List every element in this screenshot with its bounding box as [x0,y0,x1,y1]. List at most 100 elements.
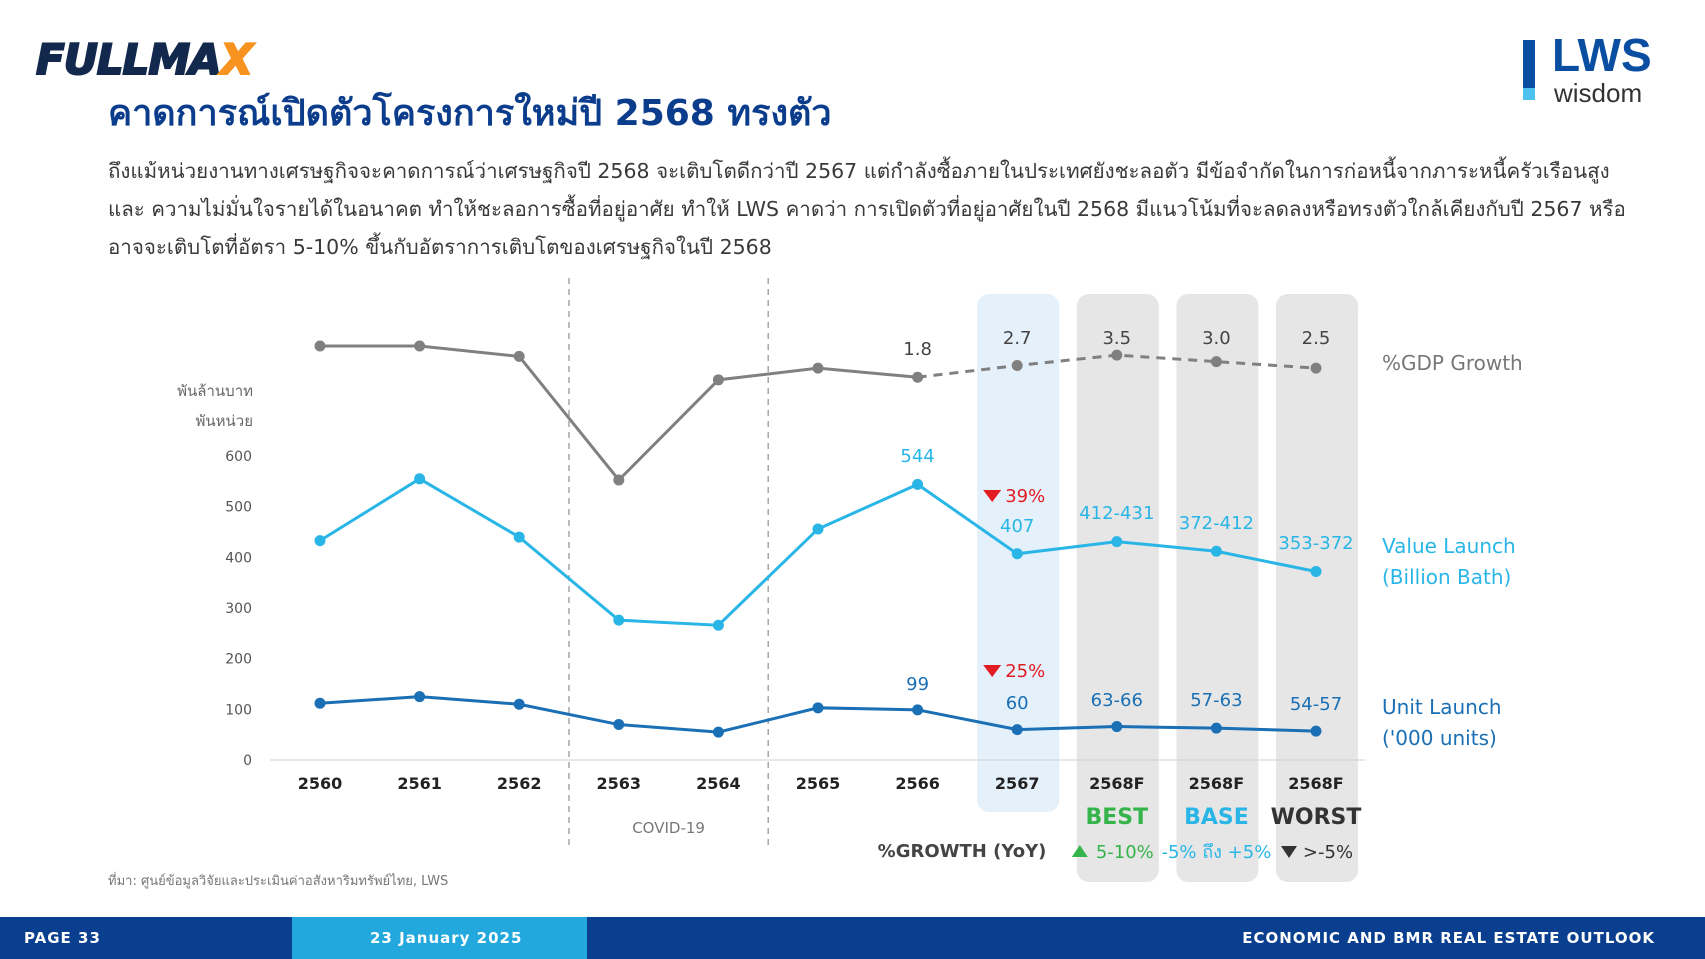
gdp-data-label: 3.0 [1202,328,1231,349]
page-title: คาดการณ์เปิดตัวโครงการใหม่ปี 2568 ทรงตัว [108,93,832,134]
value-point [1310,566,1322,578]
growth-title: %GROWTH (YoY) [878,841,1047,862]
gdp-point [414,340,426,352]
x-tick-label: 2561 [397,774,442,793]
growth-down-triangle-icon [1281,846,1297,858]
gdp-point [513,350,525,362]
y-axis-unit-baht: พันล้านบาท [177,382,253,400]
unit-point [912,704,924,716]
value-series-label: Value Launch [1382,534,1516,558]
gdp-point [812,362,824,374]
unit-point [1210,722,1222,734]
gdp-series-label: %GDP Growth [1382,351,1523,375]
lws-logo-bar-accent [1523,88,1535,100]
unit-point [513,698,525,710]
value-point [414,473,426,485]
unit-decline-label: 25% [1005,661,1045,682]
lws-logo-subtext: wisdom [1554,78,1643,108]
intro-line-3: อาจจะเติบโตที่อัตรา 5-10% ขึ้นกับอัตรากา… [108,235,772,259]
intro-line-1: ถึงแม้หน่วยงานทางเศรษฐกิจจะคาดการณ์ว่าเศ… [108,159,1610,183]
growth-value-base: -5% ถึง +5% [1161,842,1271,863]
y-tick-label: 400 [225,550,252,566]
gdp-point [314,340,326,352]
gdp-data-label: 2.5 [1302,328,1331,349]
gdp-data-label: 2.7 [1003,328,1032,349]
fullmax-logo: FULLMAX [35,35,254,84]
unit-data-label: 63-66 [1091,690,1143,711]
value-point [613,614,625,626]
covid-label: COVID-19 [632,819,705,837]
unit-data-label: 57-63 [1190,690,1242,711]
growth-value-best: 5-10% [1096,842,1154,863]
footer-date-block: 23 January 2025 [292,917,587,959]
growth-value-worst: >-5% [1303,842,1353,863]
unit-decline-triangle-icon [983,665,1002,677]
value-point [1111,536,1123,548]
gdp-point [1310,362,1322,374]
y-tick-label: 0 [243,753,252,769]
intro-line-2: และ ความไม่มั่นใจรายได้ในอนาคต ทำให้ชะลอ… [108,197,1626,221]
gdp-data-label: 1.8 [903,339,932,360]
footer-date: 23 January 2025 [370,929,523,947]
lws-logo-bar [1523,40,1535,100]
source-note: ที่มา: ศูนย์ข้อมูลวิจัยและประเมินค่าอสัง… [108,874,449,889]
unit-point [812,702,824,714]
scenario-label-base: BASE [1184,805,1249,830]
gdp-point [712,374,724,386]
scenario-panel-base [1176,294,1259,882]
x-tick-label: 2565 [796,774,841,793]
lws-logo-text: LWS [1552,29,1652,81]
unit-line [319,695,1317,734]
x-tick-label: 2564 [696,774,741,793]
x-tick-label: 2568F [1089,774,1144,793]
gdp-point [912,371,924,383]
growth-up-triangle-icon [1071,845,1088,857]
value-data-label: 544 [900,446,934,467]
x-tick-label: 2568F [1189,774,1244,793]
unit-data-label: 60 [1006,693,1029,714]
gdp-point [1111,349,1123,361]
x-tick-label: 2563 [597,774,642,793]
fullmax-logo-x: X [220,35,254,84]
unit-data-label: 99 [906,674,929,695]
gdp-data-label: 3.5 [1102,328,1131,349]
value-point [812,523,824,535]
scenario-label-worst: WORST [1271,805,1362,830]
value-point [314,535,326,547]
y-axis-unit-units: พันหน่วย [196,412,254,430]
footer-report-block: ECONOMIC AND BMR REAL ESTATE OUTLOOK [587,917,1705,959]
value-data-label: 353-372 [1278,533,1353,554]
footer-page: PAGE 33 [24,929,101,947]
footer-page-block: PAGE 33 [0,917,292,959]
footer-bar: PAGE 33 23 January 2025 ECONOMIC AND BMR… [0,917,1705,959]
value-series-label: (Billion Bath) [1382,565,1511,589]
y-tick-label: 500 [225,500,252,516]
x-tick-label: 2562 [497,774,542,793]
value-point [1210,545,1222,557]
unit-series-label: Unit Launch [1382,695,1502,719]
value-line [319,477,1317,627]
value-decline-triangle-icon [983,490,1002,502]
footer-report: ECONOMIC AND BMR REAL ESTATE OUTLOOK [1242,929,1655,947]
gdp-point [1210,356,1222,368]
unit-data-label: 54-57 [1290,694,1342,715]
unit-series-label: ('000 units) [1382,726,1497,750]
x-tick-label: 2568F [1288,774,1343,793]
value-point [1011,548,1023,560]
y-tick-label: 300 [225,601,252,617]
x-tick-label: 2560 [298,774,343,793]
value-point [912,478,924,490]
intro-paragraph: ถึงแม้หน่วยงานทางเศรษฐกิจจะคาดการณ์ว่าเศ… [108,152,1626,266]
unit-point [613,719,625,731]
gdp-line-actual [320,344,918,483]
value-decline-label: 39% [1005,486,1045,507]
value-data-label: 412-431 [1079,503,1154,524]
unit-point [314,697,326,709]
gdp-point [1011,360,1023,372]
unit-point [1011,724,1023,736]
unit-point [1310,725,1322,737]
scenario-panel-worst [1276,294,1358,882]
y-tick-label: 600 [225,449,252,465]
scenario-label-best: BEST [1085,805,1148,830]
